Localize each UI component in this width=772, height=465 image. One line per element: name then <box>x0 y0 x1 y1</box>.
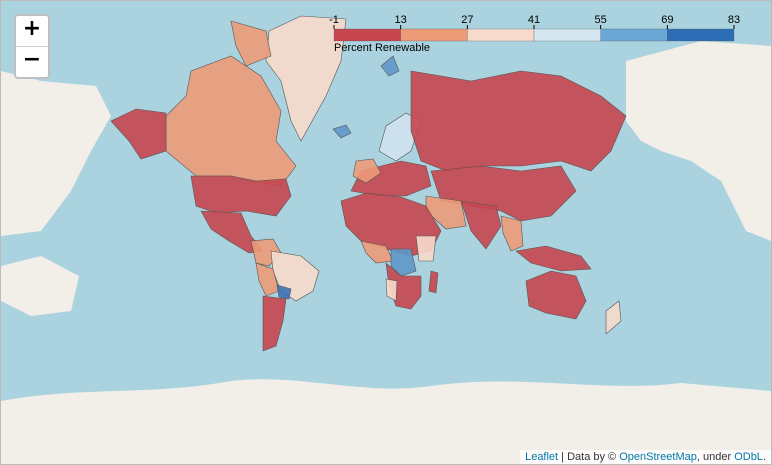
attribution-text: | Data by © <box>561 451 617 463</box>
legend-bin <box>333 28 401 42</box>
legend-tick-label: 83 <box>728 14 740 26</box>
attribution: Leaflet | Data by © OpenStreetMap, under… <box>520 450 771 464</box>
legend-tick-label: 69 <box>661 14 673 26</box>
legend-tick-label: 41 <box>528 14 540 26</box>
legend-tick-label: -1 <box>329 14 339 26</box>
legend-tick-label: 55 <box>595 14 607 26</box>
attribution-text: , under <box>696 451 732 463</box>
legend-bin <box>400 28 468 42</box>
legend-bin <box>533 28 601 42</box>
zoom-control: + − <box>14 14 50 79</box>
legend-tick-label: 27 <box>461 14 473 26</box>
legend-tick-label: 13 <box>395 14 407 26</box>
attribution-text: . <box>762 451 766 463</box>
leaflet-link[interactable]: Leaflet <box>525 451 559 463</box>
legend-bin <box>600 28 668 42</box>
osm-link[interactable]: OpenStreetMap <box>619 451 697 463</box>
zoom-out-button[interactable]: − <box>16 46 48 77</box>
odbl-link[interactable]: ODbL <box>734 451 763 463</box>
legend-bin <box>467 28 535 42</box>
legend-bin <box>667 28 735 42</box>
legend-caption: Percent Renewable <box>334 42 430 54</box>
zoom-in-button[interactable]: + <box>22 16 42 41</box>
legend: -1 13 27 41 55 69 83 Percent Renewable <box>329 14 740 54</box>
